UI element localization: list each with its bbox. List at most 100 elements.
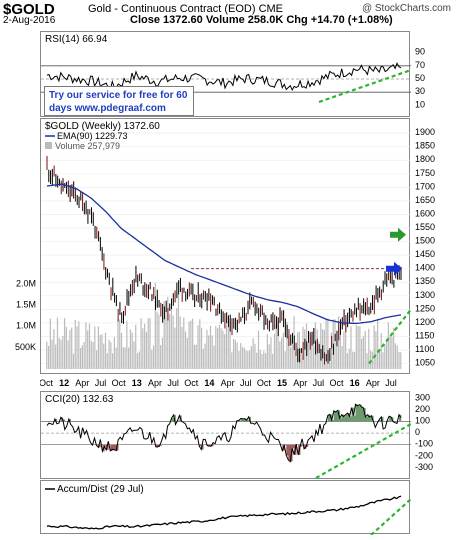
promo-line-1: Try our service for free for 60 (49, 89, 189, 102)
rsi-title: RSI(14) 66.94 (45, 34, 108, 45)
cci-title: CCI(20) 132.63 (45, 394, 114, 405)
time-tick-label: Jul (240, 378, 252, 388)
rsi-tick-label: 70 (415, 60, 425, 70)
volume-bar (160, 345, 161, 369)
price-tick-label: 1500 (415, 236, 435, 246)
volume-bar (107, 353, 108, 369)
green-arrow-icon (390, 228, 406, 242)
time-tick-label: Apr (148, 378, 162, 388)
volume-bar (189, 322, 190, 369)
volume-bar (69, 330, 70, 369)
volume-bar (238, 351, 239, 369)
accum-dist-title: Accum/Dist (29 Jul) (57, 484, 144, 495)
volume-bar (231, 352, 232, 369)
volume-bar (142, 328, 143, 369)
volume-bar (146, 332, 147, 369)
volume-bar (279, 341, 280, 369)
volume-bar (165, 311, 166, 369)
volume-bar (149, 318, 150, 369)
time-tick-label: Apr (75, 378, 89, 388)
volume-bar (270, 337, 271, 369)
volume-bar (53, 329, 54, 369)
volume-bar (320, 323, 321, 369)
volume-bar (114, 337, 115, 369)
time-tick-label: 12 (59, 378, 69, 388)
cci-tick-label: -200 (415, 450, 433, 460)
price-tick-label: 1450 (415, 249, 435, 259)
volume-bar (60, 340, 61, 369)
rsi-support-line (319, 70, 411, 102)
volume-bar (233, 339, 234, 369)
volume-bar (359, 326, 360, 369)
volume-bar (137, 353, 138, 369)
price-tick-label: 1850 (415, 141, 435, 151)
time-tick-label: Oct (112, 378, 127, 388)
volume-bar (89, 324, 90, 369)
volume-bar (71, 328, 72, 369)
rsi-tick-label: 10 (415, 99, 425, 109)
volume-legend-label: Volume 257,979 (55, 141, 120, 151)
volume-bar (55, 345, 56, 369)
time-tick-label: Oct (257, 378, 272, 388)
volume-bar (269, 344, 270, 369)
volume-bar (128, 348, 129, 369)
cci-overbought-fill (340, 418, 342, 421)
volume-bar (258, 331, 259, 369)
price-tick-label: 1650 (415, 195, 435, 205)
volume-bar (50, 319, 51, 369)
volume-bar (82, 345, 83, 369)
time-tick-label: 14 (204, 378, 214, 388)
volume-bar (391, 337, 392, 369)
price-stats: Close 1372.60 Volume 258.0K Chg +14.70 (… (130, 14, 393, 26)
volume-bar (381, 333, 382, 369)
volume-bar (274, 334, 275, 369)
time-tick-label: Jul (95, 378, 107, 388)
time-tick-label: Jul (313, 378, 325, 388)
volume-bar (133, 342, 134, 369)
cci-overbought-fill (369, 417, 371, 421)
volume-bar (215, 326, 216, 369)
volume-bar (361, 339, 362, 369)
volume-bar (169, 314, 170, 369)
rsi-tick-label: 30 (415, 86, 425, 96)
volume-bar (124, 348, 125, 369)
volume-bar (144, 324, 145, 369)
cci-tick-label: 300 (415, 392, 430, 402)
volume-bar (183, 318, 184, 369)
price-tick-label: 1250 (415, 303, 435, 313)
accum-dist-support-line (371, 499, 411, 535)
volume-bar (281, 338, 282, 369)
rsi-tick-label: 90 (415, 47, 425, 57)
volume-bar (112, 353, 113, 369)
cci-panel: CCI(20) 132.63 (40, 391, 410, 479)
volume-bar (132, 333, 133, 369)
volume-bar (382, 352, 383, 369)
volume-bar (64, 318, 65, 369)
cci-oversold-fill (288, 445, 290, 460)
cci-tick-label: -300 (415, 462, 433, 472)
cci-overbought-fill (354, 415, 356, 421)
volume-bar (117, 319, 118, 369)
volume-bar (358, 326, 359, 369)
volume-bar (59, 338, 60, 369)
volume-bar (176, 308, 177, 369)
price-tick-label: 1600 (415, 208, 435, 218)
volume-bar (395, 343, 396, 369)
ema-legend-label: EMA(90) 1229.73 (57, 131, 128, 141)
volume-bar (235, 340, 236, 369)
volume-bar (173, 316, 174, 369)
volume-bar (349, 349, 350, 369)
volume-bar (192, 319, 193, 369)
volume-bar (103, 344, 104, 369)
volume-bar (100, 335, 101, 369)
promo-box[interactable]: Try our service for free for 60 days www… (44, 86, 194, 116)
price-tick-label: 1900 (415, 127, 435, 137)
volume-bar (210, 326, 211, 369)
volume-bar (108, 340, 109, 369)
volume-bar (240, 343, 241, 369)
cci-overbought-fill (346, 415, 348, 422)
price-tick-label: 1350 (415, 276, 435, 286)
volume-bar (341, 346, 342, 369)
